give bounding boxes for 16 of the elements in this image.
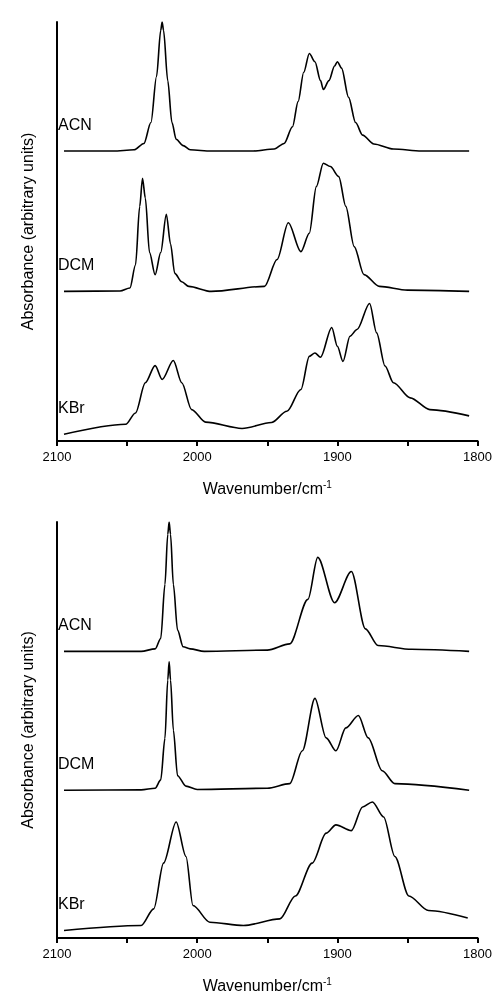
series-label: KBr: [58, 398, 86, 416]
series-label: DCM: [58, 754, 95, 772]
series-label: ACN: [58, 115, 92, 133]
x-tick-label: 1800: [463, 449, 492, 464]
x-tick-label: 1900: [322, 449, 352, 464]
x-tick-label: 2000: [182, 449, 212, 464]
x-tick-label: 1900: [322, 946, 352, 961]
x-tick-label: 2000: [182, 946, 212, 961]
y-axis-title: Absorbance (arbitrary units): [18, 631, 36, 829]
x-tick-label: 2100: [42, 946, 72, 961]
x-tick-label: 2100: [42, 449, 72, 464]
series-label: DCM: [58, 255, 95, 273]
y-axis-title: Absorbance (arbitrary units): [18, 132, 36, 331]
series-label: ACN: [58, 615, 92, 633]
series-label: KBr: [58, 895, 86, 913]
x-tick-label: 1800: [463, 946, 492, 961]
